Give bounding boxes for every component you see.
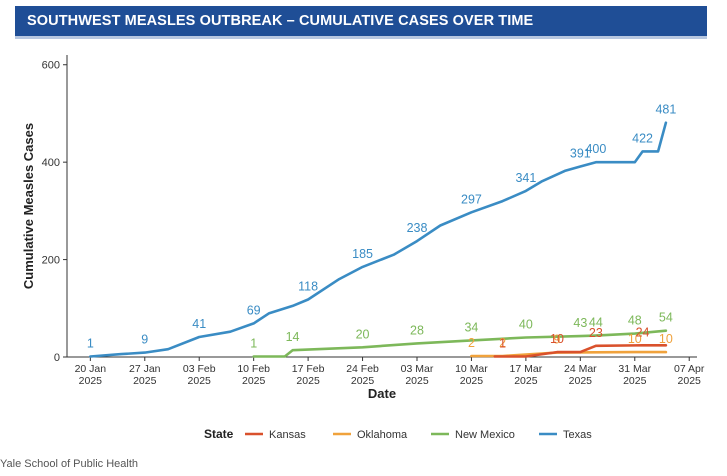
x-tick-year-label: 2025: [351, 375, 375, 387]
x-tick-year-label: 2025: [460, 375, 484, 387]
data-label-texas: 391: [570, 147, 591, 161]
data-label-texas: 481: [655, 103, 676, 117]
data-label-oklahoma: 10: [628, 332, 642, 346]
legend-title: State: [204, 427, 234, 441]
x-tick-year-label: 2025: [133, 375, 157, 387]
data-label-new-mexico: 14: [286, 330, 300, 344]
title-banner: SOUTHWEST MEASLES OUTBREAK – CUMULATIVE …: [15, 6, 707, 39]
data-label-kansas: 24: [636, 325, 650, 339]
data-label-texas: 422: [632, 131, 653, 145]
data-label-oklahoma: 9: [554, 333, 561, 347]
x-tick-label: 31 Mar: [618, 363, 651, 375]
x-tick-label: 03 Feb: [183, 363, 216, 375]
x-tick-year-label: 2025: [242, 375, 266, 387]
x-tick-year-label: 2025: [678, 375, 702, 387]
data-label-texas: 238: [407, 221, 428, 235]
y-tick-label: 600: [42, 60, 60, 72]
data-label-kansas: 10: [550, 332, 564, 346]
data-label-texas: 41: [192, 317, 206, 331]
x-tick-year-label: 2025: [79, 375, 103, 387]
y-tick-label: 0: [54, 352, 60, 364]
data-label-new-mexico: 34: [464, 320, 478, 334]
banner-title: SOUTHWEST MEASLES OUTBREAK – CUMULATIVE …: [27, 13, 534, 29]
legend-label-kansas: Kansas: [269, 429, 306, 441]
series-line-texas: [89, 121, 668, 358]
data-label-new-mexico: 54: [659, 311, 673, 325]
data-label-new-mexico: 28: [410, 323, 424, 337]
x-tick-label: 17 Mar: [510, 363, 543, 375]
x-tick-label: 24 Feb: [346, 363, 379, 375]
x-tick-year-label: 2025: [623, 375, 647, 387]
data-label-new-mexico: 40: [519, 318, 533, 332]
data-label-oklahoma: 2: [499, 336, 506, 350]
x-tick-label: 27 Jan: [129, 363, 161, 375]
x-tick-year-label: 2025: [569, 375, 593, 387]
legend-label-texas: Texas: [563, 429, 592, 441]
x-tick-label: 20 Jan: [75, 363, 107, 375]
x-tick-year-label: 2025: [405, 375, 429, 387]
footer-credit: Yale School of Public Health: [0, 458, 138, 470]
legend-label-oklahoma: Oklahoma: [357, 429, 408, 441]
x-tick-label: 03 Mar: [401, 363, 434, 375]
data-label-kansas: 1: [499, 337, 506, 351]
data-label-texas: 341: [515, 171, 536, 185]
x-tick-year-label: 2025: [514, 375, 538, 387]
x-tick-year-label: 2025: [296, 375, 320, 387]
series-line-new-mexico: [252, 329, 668, 358]
x-axis-title: Date: [368, 386, 396, 401]
data-label-texas: 400: [585, 142, 606, 156]
data-label-new-mexico: 20: [356, 327, 370, 341]
x-tick-year-label: 2025: [188, 375, 212, 387]
data-label-texas: 297: [461, 192, 482, 206]
legend: State Kansas Oklahoma New Mexico Texas: [204, 427, 592, 441]
y-axis-title: Cumulative Measles Cases: [21, 123, 36, 289]
data-label-texas: 9: [141, 333, 148, 347]
data-label-oklahoma: 2: [468, 336, 475, 350]
x-tick-label: 24 Mar: [564, 363, 597, 375]
data-label-oklahoma: 10: [659, 332, 673, 346]
data-label-new-mexico: 48: [628, 314, 642, 328]
data-label-kansas: 23: [589, 326, 603, 340]
series-lines: [89, 121, 668, 358]
x-tick-label: 10 Mar: [455, 363, 488, 375]
x-tick-label: 17 Feb: [292, 363, 325, 375]
x-tick-label: 10 Feb: [237, 363, 270, 375]
data-label-new-mexico: 1: [250, 337, 257, 351]
data-label-texas: 118: [298, 280, 318, 294]
data-label-texas: 1: [87, 337, 94, 351]
data-label-texas: 185: [352, 247, 373, 261]
data-label-new-mexico: 44: [589, 316, 603, 330]
series-line-kansas: [493, 343, 668, 358]
data-label-new-mexico: 43: [573, 316, 587, 330]
y-tick-label: 400: [42, 157, 60, 169]
data-label-texas: 69: [247, 303, 261, 317]
legend-label-new-mexico: New Mexico: [455, 429, 515, 441]
x-tick-label: 07 Apr: [674, 363, 705, 375]
y-tick-label: 200: [42, 255, 60, 267]
